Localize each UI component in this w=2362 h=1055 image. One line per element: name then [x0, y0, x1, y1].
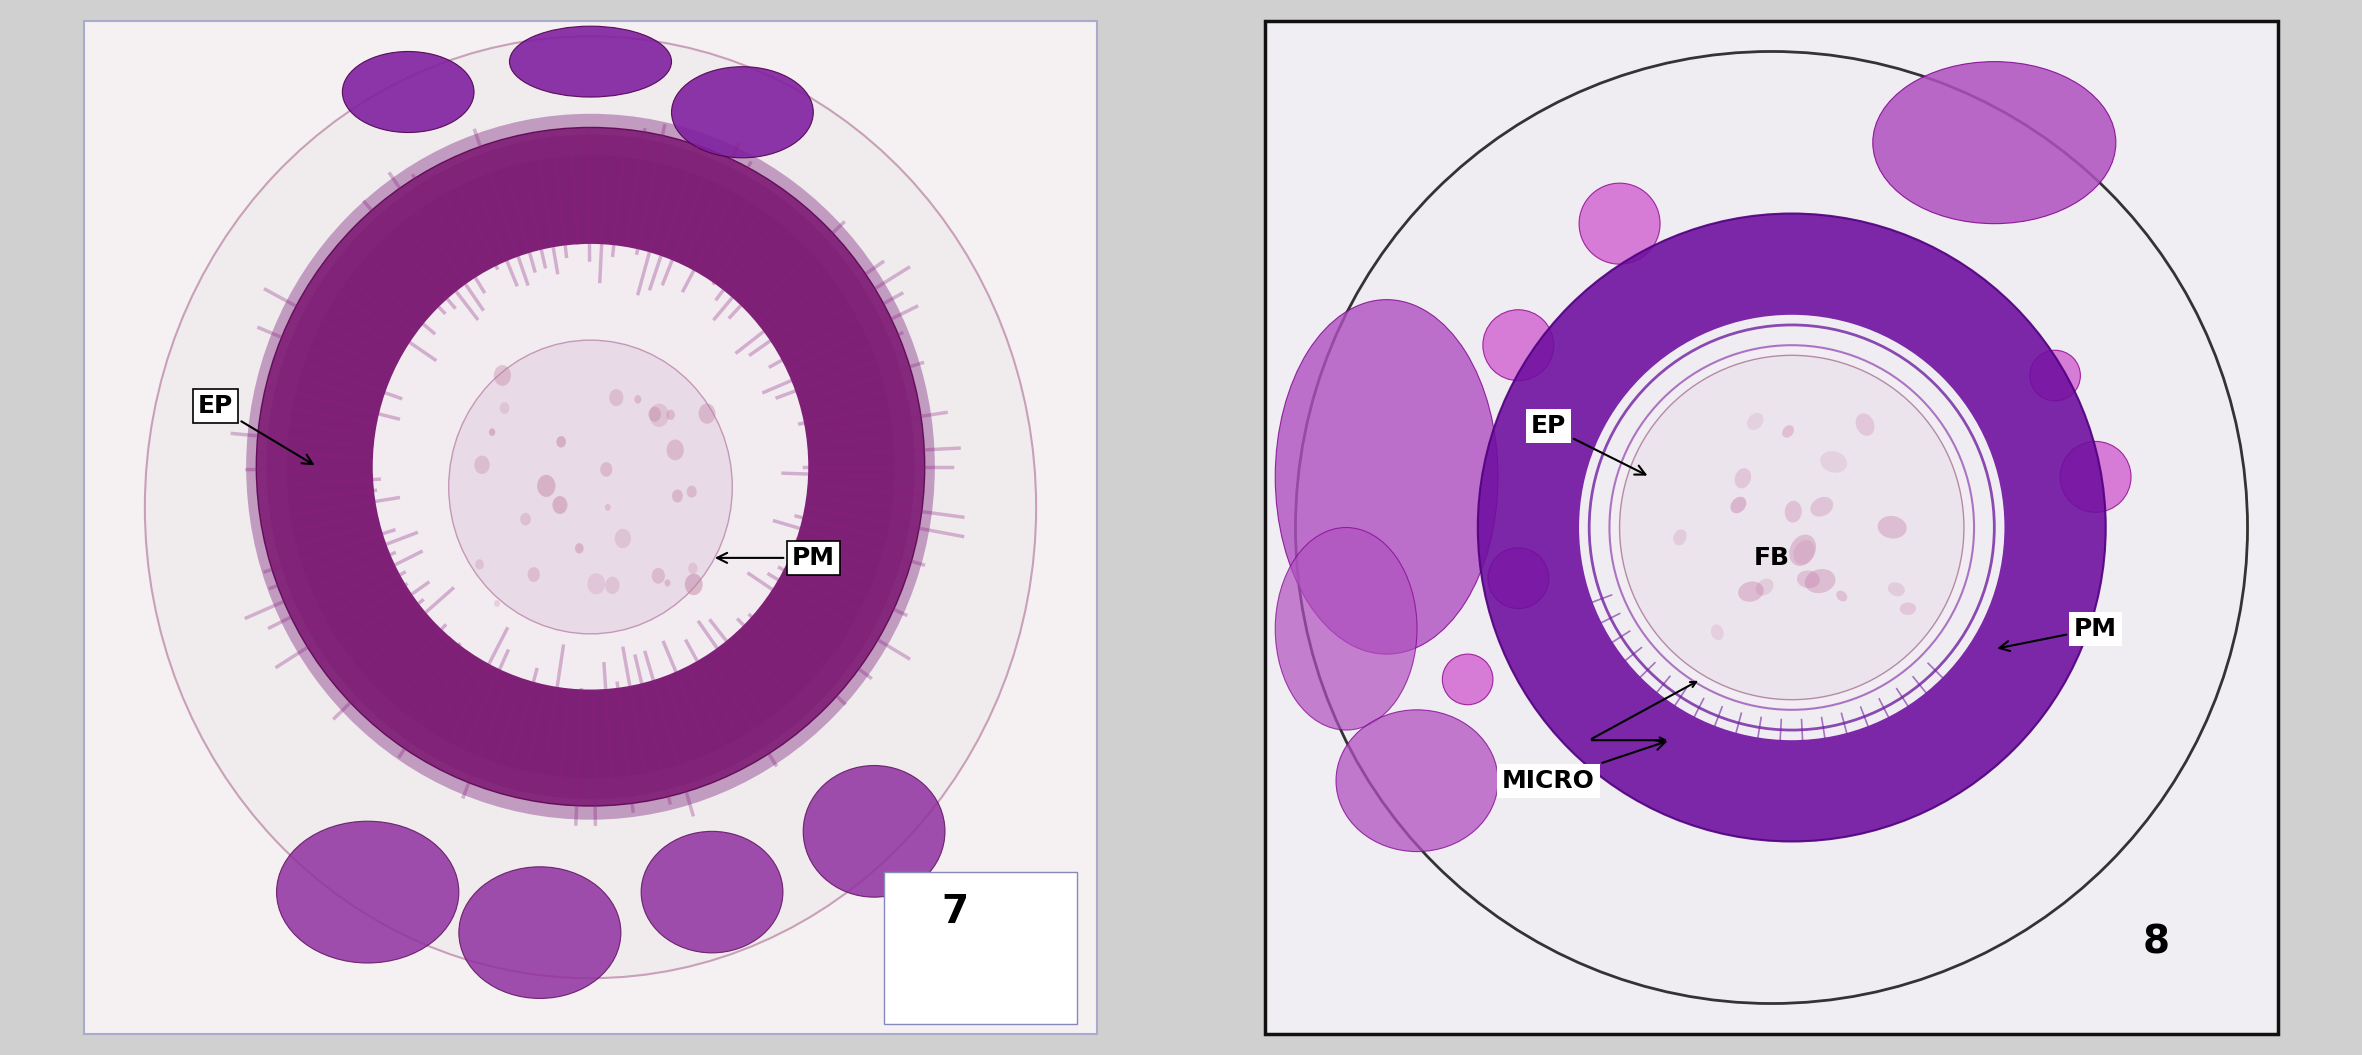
Ellipse shape: [609, 389, 624, 406]
Ellipse shape: [1275, 528, 1417, 730]
Ellipse shape: [553, 496, 567, 514]
Ellipse shape: [1835, 591, 1847, 601]
Ellipse shape: [687, 485, 697, 498]
Ellipse shape: [666, 440, 685, 460]
Ellipse shape: [494, 365, 510, 386]
Ellipse shape: [458, 867, 621, 998]
Ellipse shape: [574, 543, 583, 554]
Ellipse shape: [605, 577, 619, 594]
Text: MICRO: MICRO: [1502, 741, 1665, 792]
Circle shape: [2029, 350, 2081, 401]
Ellipse shape: [666, 409, 676, 420]
Ellipse shape: [1609, 345, 1975, 710]
Ellipse shape: [1857, 414, 1875, 436]
Ellipse shape: [144, 36, 1037, 978]
Ellipse shape: [1620, 356, 1963, 699]
Ellipse shape: [685, 574, 704, 595]
FancyBboxPatch shape: [883, 871, 1077, 1023]
Ellipse shape: [671, 490, 683, 502]
Ellipse shape: [267, 135, 914, 799]
Ellipse shape: [1899, 602, 1916, 615]
Ellipse shape: [1821, 452, 1847, 473]
Ellipse shape: [276, 821, 458, 963]
Ellipse shape: [489, 428, 496, 436]
Ellipse shape: [449, 340, 732, 634]
Ellipse shape: [640, 831, 782, 953]
Circle shape: [2060, 441, 2131, 513]
Circle shape: [1483, 310, 1554, 381]
Ellipse shape: [600, 462, 612, 477]
Ellipse shape: [1672, 530, 1686, 545]
Ellipse shape: [1748, 413, 1764, 430]
Text: EP: EP: [198, 394, 312, 464]
Ellipse shape: [1805, 569, 1835, 593]
Ellipse shape: [342, 52, 475, 133]
Ellipse shape: [246, 114, 935, 820]
Ellipse shape: [635, 395, 642, 404]
Ellipse shape: [1580, 314, 2005, 741]
Circle shape: [1443, 654, 1493, 705]
Ellipse shape: [687, 562, 697, 574]
Ellipse shape: [1793, 540, 1814, 564]
Ellipse shape: [520, 513, 531, 525]
Ellipse shape: [1797, 571, 1819, 589]
Ellipse shape: [557, 436, 567, 447]
Ellipse shape: [536, 475, 555, 497]
Ellipse shape: [652, 568, 666, 583]
Ellipse shape: [1786, 501, 1802, 522]
Ellipse shape: [1781, 425, 1795, 438]
Ellipse shape: [1887, 582, 1904, 596]
Circle shape: [1488, 548, 1549, 609]
Circle shape: [1580, 184, 1660, 264]
Ellipse shape: [1878, 516, 1906, 538]
Ellipse shape: [1755, 578, 1774, 596]
Ellipse shape: [1738, 581, 1764, 601]
Text: PM: PM: [718, 545, 834, 570]
Ellipse shape: [1731, 497, 1746, 514]
Ellipse shape: [1873, 61, 2116, 224]
Ellipse shape: [255, 128, 926, 806]
Ellipse shape: [1294, 52, 2249, 1003]
Ellipse shape: [373, 244, 808, 690]
Ellipse shape: [671, 66, 813, 158]
Ellipse shape: [605, 504, 612, 511]
Ellipse shape: [501, 402, 510, 414]
Text: EP: EP: [1531, 415, 1646, 475]
Ellipse shape: [1710, 625, 1724, 640]
Ellipse shape: [1788, 535, 1816, 565]
FancyBboxPatch shape: [1266, 21, 2277, 1034]
Ellipse shape: [1337, 710, 1498, 851]
Ellipse shape: [1479, 213, 2107, 842]
Ellipse shape: [650, 404, 668, 427]
Text: 8: 8: [2142, 924, 2171, 962]
Ellipse shape: [664, 579, 671, 587]
Ellipse shape: [650, 407, 661, 422]
Text: FB: FB: [1753, 545, 1790, 570]
Ellipse shape: [1809, 497, 1833, 517]
FancyBboxPatch shape: [85, 21, 1096, 1034]
Ellipse shape: [588, 573, 605, 594]
Ellipse shape: [286, 155, 895, 779]
Ellipse shape: [699, 403, 716, 424]
Ellipse shape: [475, 559, 484, 570]
Ellipse shape: [494, 600, 501, 607]
Text: 7: 7: [942, 894, 968, 932]
Ellipse shape: [803, 766, 945, 897]
Ellipse shape: [510, 26, 671, 97]
Ellipse shape: [527, 568, 541, 582]
Ellipse shape: [614, 529, 631, 549]
Ellipse shape: [475, 456, 489, 474]
Ellipse shape: [1275, 300, 1498, 654]
Ellipse shape: [1734, 468, 1750, 488]
Text: PM: PM: [1998, 617, 2116, 651]
